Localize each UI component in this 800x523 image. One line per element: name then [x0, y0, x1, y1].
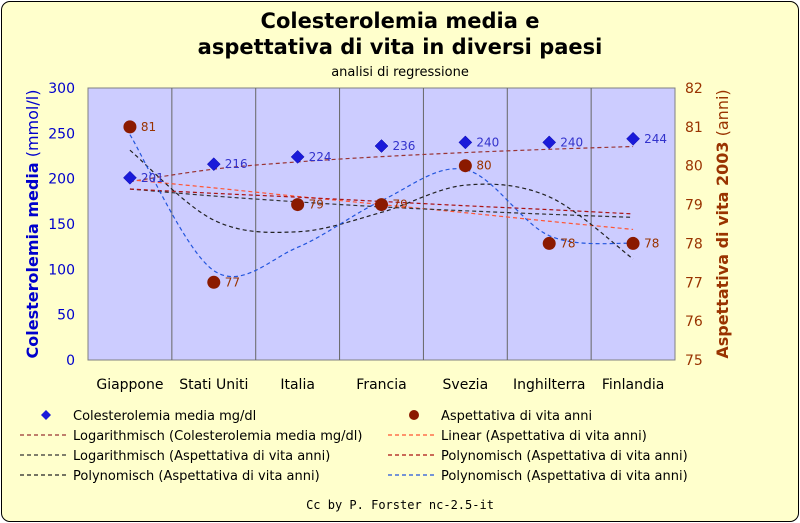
life-expectancy-point [123, 120, 137, 134]
left-axis-tick-label: 300 [48, 81, 75, 97]
legend-label: Aspettativa di vita anni [441, 409, 592, 424]
right-axis-tick-label: 78 [685, 236, 703, 252]
category-label: Giappone [96, 377, 163, 393]
life-expectancy-point [542, 236, 556, 250]
category-label: Italia [280, 377, 315, 393]
legend-label: Polynomisch (Aspettativa di vita anni) [441, 469, 688, 484]
right-axis-tick-label: 79 [685, 198, 703, 214]
left-axis-tick-label: 250 [48, 126, 75, 142]
left-axis-tick-label: 100 [48, 262, 75, 278]
life-expectancy-point [207, 275, 221, 289]
chart-title-line1: Colesterolemia media e [260, 9, 540, 33]
left-axis-tick-label: 200 [48, 172, 75, 188]
cholesterol-point [626, 131, 640, 146]
legend-label: Logarithmisch (Aspettativa di vita anni) [73, 449, 330, 464]
axes: 0 50 100 150 200 250 300 75 76 77 78 79 80 81 82 Giappo… [23, 81, 732, 393]
life-expectancy-label: 77 [225, 275, 240, 289]
legend-marker-diamond [41, 410, 51, 420]
cholesterol-point [123, 170, 137, 185]
cholesterol-label: 244 [644, 132, 667, 146]
life-expectancy-label: 79 [393, 198, 408, 212]
category-label: Francia [356, 377, 406, 393]
life-expectancy-point [375, 198, 388, 212]
category-label: Stati Uniti [179, 377, 248, 393]
category-label: Inghilterra [513, 377, 586, 393]
cholesterol-point [458, 135, 473, 150]
legend: Colesterolemia media mg/dl Aspettativa di… [20, 409, 688, 484]
category-label: Svezia [443, 377, 489, 393]
legend-label: Logarithmisch (Colesterolemia media mg/d… [73, 429, 362, 444]
left-axis-tick-label: 150 [48, 217, 75, 233]
cholesterol-label: 236 [393, 139, 416, 153]
cholesterol-point [290, 150, 305, 164]
legend-label: Polynomisch (Aspettativa di vita anni) [441, 449, 688, 464]
cholesterol-point [206, 157, 221, 172]
right-axis-title: Aspettativa di vita 2003 (anni) [713, 89, 732, 358]
life-expectancy-label: 78 [560, 236, 575, 250]
right-axis-tick-label: 76 [685, 314, 703, 330]
right-axis-tick-label: 77 [685, 275, 703, 291]
life-expectancy-label: 80 [476, 159, 491, 173]
trendline-5 [129, 149, 634, 260]
legend-label: Polynomisch (Aspettativa di vita anni) [73, 469, 320, 484]
credit-text: Cc by P. Forster nc-2.5-it [306, 498, 494, 512]
category-label: Finlandia [602, 377, 665, 393]
cholesterol-point [374, 139, 389, 153]
life-expectancy-point [291, 198, 305, 212]
cholesterol-label: 224 [309, 150, 332, 164]
cholesterol-label: 240 [560, 135, 583, 149]
right-axis-tick-label: 81 [685, 120, 703, 136]
plot-area [87, 87, 676, 361]
chart-title-line2: aspettativa di vita in diversi paesi [197, 35, 603, 59]
cholesterol-point [542, 135, 557, 150]
left-axis-tick-label: 0 [66, 353, 75, 369]
cholesterol-label: 240 [476, 135, 499, 149]
right-axis-tick-label: 80 [685, 159, 703, 175]
legend-label: Linear (Aspettativa di vita anni) [441, 429, 647, 444]
right-axis-tick-label: 82 [685, 81, 703, 97]
chart-subtitle: analisi di regressione [331, 65, 469, 80]
data-marks: 81 77 79 79 80 78 78 201 216 224 236 240 240 244 [123, 120, 667, 289]
left-axis-tick-label: 50 [57, 308, 75, 324]
plot-background [87, 87, 676, 361]
life-expectancy-label: 78 [644, 236, 659, 250]
life-expectancy-point [458, 159, 472, 173]
life-expectancy-point [626, 236, 640, 250]
life-expectancy-label: 79 [309, 198, 324, 212]
life-expectancy-label: 81 [141, 120, 156, 134]
left-axis-title: Colesterolemia media (mmol/l) [23, 90, 42, 359]
legend-label: Colesterolemia media mg/dl [73, 409, 256, 424]
cholesterol-label: 216 [225, 157, 248, 171]
right-axis-tick-label: 75 [685, 353, 703, 369]
cholesterol-label: 201 [141, 171, 164, 185]
legend-marker-circle [409, 410, 419, 420]
